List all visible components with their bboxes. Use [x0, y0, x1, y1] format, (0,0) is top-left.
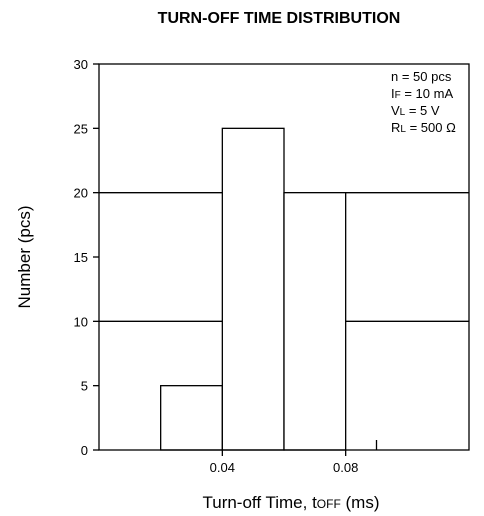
y-tick-label: 0	[81, 443, 88, 458]
x-tick-label: 0.08	[333, 460, 358, 475]
condition-label: n = 50 pcs	[391, 69, 452, 84]
condition-label: IF = 10 mA	[391, 86, 453, 101]
histogram-bar	[221, 127, 285, 451]
x-tick-label: 0.04	[210, 460, 235, 475]
y-tick-label: 10	[74, 314, 88, 329]
histogram-bar	[283, 192, 347, 451]
condition-label: VL = 5 V	[391, 103, 440, 118]
y-axis-label: Number (pcs)	[15, 206, 34, 309]
histogram-bar	[160, 385, 223, 451]
y-tick-label: 20	[74, 186, 88, 201]
y-tick-label: 30	[74, 57, 88, 72]
y-tick-label: 15	[74, 250, 88, 265]
condition-label: RL = 500 Ω	[391, 120, 456, 135]
chart-title: TURN-OFF TIME DISTRIBUTION	[158, 10, 401, 27]
y-tick-label: 25	[74, 121, 88, 136]
y-tick-label: 5	[81, 379, 88, 394]
x-axis-label: Turn-off Time, tOFF (ms)	[202, 493, 379, 512]
